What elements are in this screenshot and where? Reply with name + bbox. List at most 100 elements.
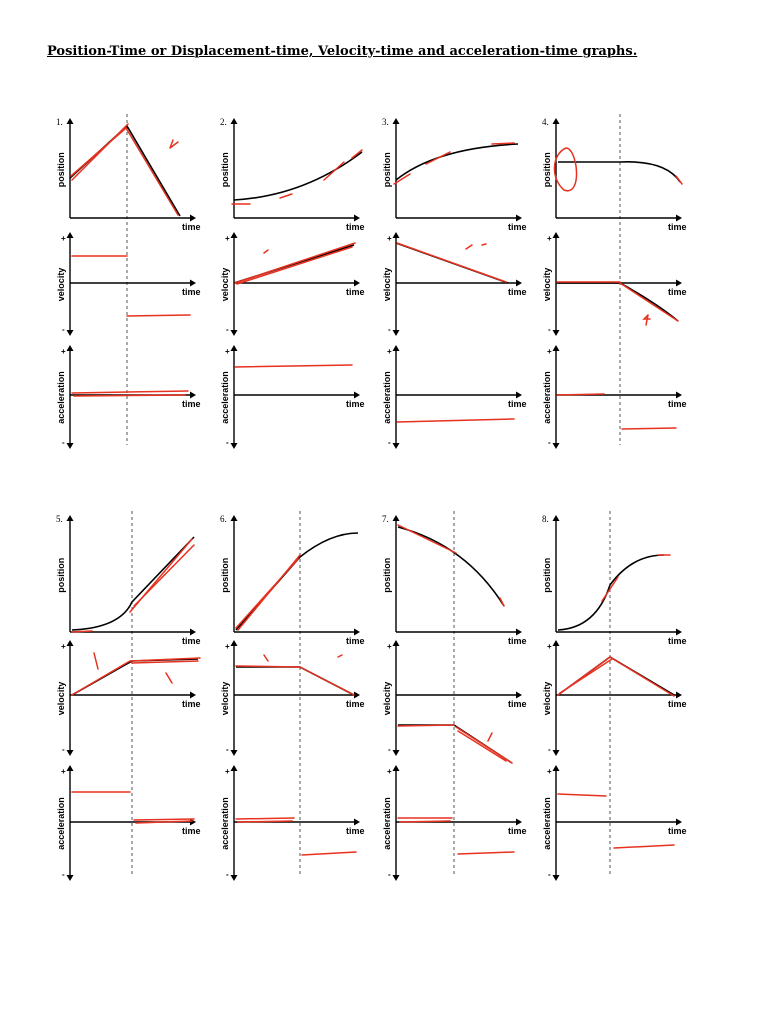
annotation-stroke xyxy=(71,660,131,696)
annotation-stroke xyxy=(323,161,345,181)
y-axis-arrow-down-icon xyxy=(230,330,238,336)
y-axis-arrow-icon xyxy=(66,765,74,771)
annotation-stroke xyxy=(553,147,578,192)
annotation-stroke xyxy=(397,524,457,554)
annotation-stroke xyxy=(601,576,619,602)
y-axis-arrow-icon xyxy=(230,640,238,646)
annotation-stroke xyxy=(129,657,201,662)
velocity-label: velocity xyxy=(220,268,230,302)
velocity-graph: + - time velocity xyxy=(56,232,201,336)
minus-sign: - xyxy=(548,438,551,447)
position-graph: time position xyxy=(220,515,365,646)
time-label: time xyxy=(508,699,527,709)
time-label: time xyxy=(668,287,687,297)
curve xyxy=(397,526,505,607)
y-axis-arrow-icon xyxy=(66,345,74,351)
plus-sign: + xyxy=(225,234,230,243)
position-graph: time position xyxy=(220,118,365,232)
annotation-stroke xyxy=(396,242,507,283)
y-axis-arrow-icon xyxy=(66,118,74,124)
x-axis-arrow-icon xyxy=(676,214,682,222)
graph-number: 2. xyxy=(220,117,227,127)
graph-number: 6. xyxy=(220,514,227,524)
annotation-stroke xyxy=(619,282,679,322)
annotation-stroke xyxy=(399,820,451,823)
graph-number: 7. xyxy=(382,514,389,524)
position-label: position xyxy=(542,152,552,187)
graph-number: 4. xyxy=(542,117,549,127)
x-axis-arrow-icon xyxy=(354,391,360,399)
time-label: time xyxy=(508,826,527,836)
plus-sign: + xyxy=(225,767,230,776)
time-label: time xyxy=(668,636,687,646)
acceleration-label: acceleration xyxy=(56,797,66,850)
annotation-stroke xyxy=(301,851,357,856)
annotation-stroke xyxy=(455,726,513,764)
time-label: time xyxy=(346,636,365,646)
y-axis-arrow-icon xyxy=(230,515,238,521)
y-axis-arrow-icon xyxy=(392,640,400,646)
velocity-graph: + - time velocity xyxy=(382,640,527,764)
x-axis-arrow-icon xyxy=(190,391,196,399)
x-axis-arrow-icon xyxy=(190,214,196,222)
acceleration-label: acceleration xyxy=(56,371,66,424)
annotation-stroke xyxy=(557,793,607,797)
graph-set-7: 7. time position + - time velocity + - time accele… xyxy=(382,511,527,881)
minus-sign: - xyxy=(388,438,391,447)
velocity-label: velocity xyxy=(56,682,66,716)
velocity-graph: + - time velocity xyxy=(382,232,527,336)
annotation-stroke xyxy=(234,242,356,284)
plus-sign: + xyxy=(547,234,552,243)
annotation-stroke xyxy=(499,597,505,607)
plus-sign: + xyxy=(387,642,392,651)
graph-number: 1. xyxy=(56,117,63,127)
time-label: time xyxy=(182,699,201,709)
y-axis-arrow-icon xyxy=(552,640,560,646)
velocity-label: velocity xyxy=(220,682,230,716)
minus-sign: - xyxy=(226,325,229,334)
y-axis-arrow-icon xyxy=(392,232,400,238)
position-graph: time position xyxy=(56,515,201,646)
curve xyxy=(398,724,513,764)
velocity-graph: + - time velocity xyxy=(542,232,687,336)
time-label: time xyxy=(346,222,365,232)
minus-sign: - xyxy=(548,745,551,754)
graph-set-2: 2. time position + - time velocity + - time accele… xyxy=(220,117,365,449)
annotation-stroke xyxy=(465,243,487,250)
x-axis-arrow-icon xyxy=(354,691,360,699)
annotation-stroke xyxy=(70,126,179,216)
velocity-label: velocity xyxy=(56,268,66,302)
curve xyxy=(395,143,519,181)
time-label: time xyxy=(668,826,687,836)
y-axis-arrow-down-icon xyxy=(392,875,400,881)
velocity-graph: + - time velocity xyxy=(542,640,687,756)
y-axis-arrow-down-icon xyxy=(392,330,400,336)
velocity-label: velocity xyxy=(542,268,552,302)
annotation-stroke xyxy=(169,139,179,149)
annotation-stroke xyxy=(425,151,451,165)
y-axis-arrow-icon xyxy=(230,345,238,351)
velocity-label: velocity xyxy=(542,682,552,716)
curve xyxy=(69,124,181,217)
minus-sign: - xyxy=(548,870,551,879)
plus-sign: + xyxy=(387,234,392,243)
y-axis-arrow-icon xyxy=(392,765,400,771)
annotation-stroke xyxy=(396,418,515,423)
minus-sign: - xyxy=(226,745,229,754)
annotation-stroke xyxy=(71,630,93,633)
annotation-stroke xyxy=(279,193,293,199)
plus-sign: + xyxy=(225,642,230,651)
acceleration-graph: + - time acceleration xyxy=(542,765,687,881)
x-axis-arrow-icon xyxy=(516,391,522,399)
x-axis-arrow-icon xyxy=(190,818,196,826)
acceleration-label: acceleration xyxy=(220,797,230,850)
x-axis-arrow-icon xyxy=(676,691,682,699)
plus-sign: + xyxy=(547,767,552,776)
annotation-stroke xyxy=(457,730,507,762)
annotation-stroke xyxy=(133,818,195,821)
y-axis-arrow-down-icon xyxy=(552,875,560,881)
minus-sign: - xyxy=(388,325,391,334)
plus-sign: + xyxy=(61,347,66,356)
annotation-stroke xyxy=(642,314,651,326)
annotation-stroke xyxy=(491,142,515,145)
